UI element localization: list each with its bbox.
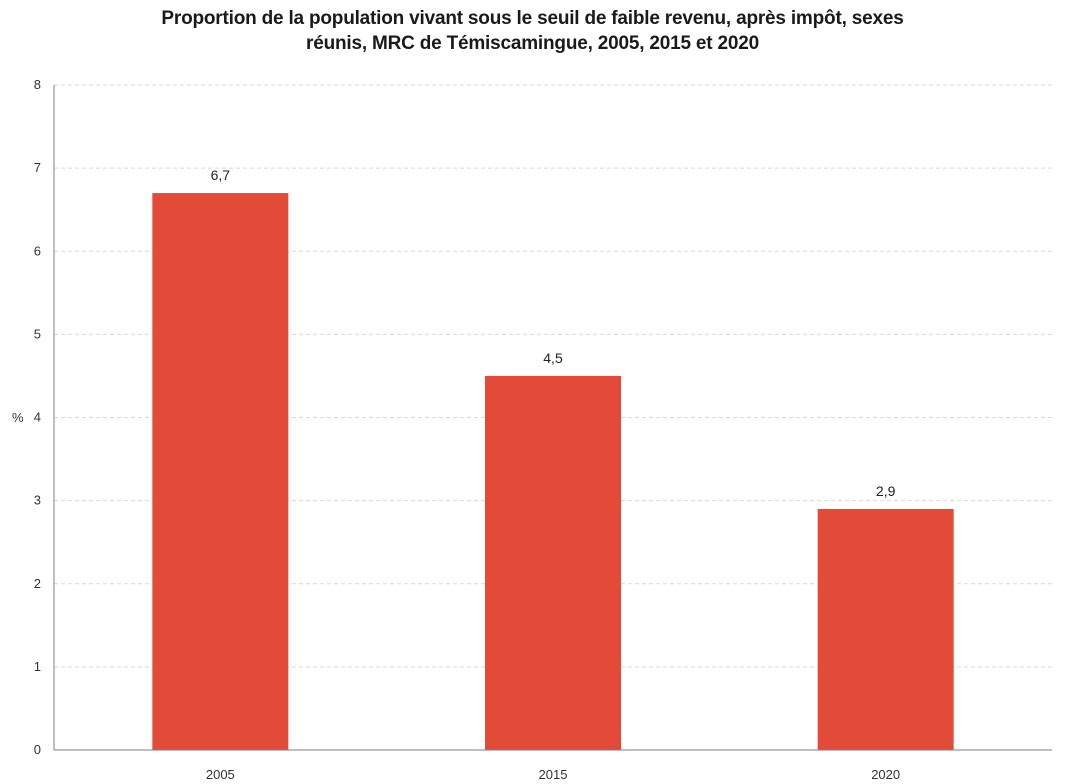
- data-label: 4,5: [543, 350, 563, 366]
- y-tick-label: 4: [34, 410, 41, 425]
- bar-2020: [817, 508, 954, 750]
- x-axis: 2005 2015 2020: [54, 749, 1052, 782]
- y-tick-label: 3: [34, 493, 41, 508]
- y-tick-label: 2: [34, 576, 41, 591]
- bar-2015: [485, 375, 621, 750]
- chart-title-line-1: Proportion de la population vivant sous …: [161, 8, 904, 29]
- bar-2005: [152, 193, 289, 750]
- y-axis-title: %: [12, 410, 24, 425]
- y-tick-label: 1: [34, 659, 41, 674]
- bars: [152, 193, 954, 750]
- y-tick-label: 5: [34, 326, 41, 341]
- y-axis: 0 1 2 3 4 5 6 7 8: [34, 77, 55, 757]
- y-tick-label: 7: [34, 160, 41, 175]
- x-tick-label: 2005: [206, 767, 235, 782]
- data-labels: 6,7 4,5 2,9: [211, 167, 896, 499]
- y-tick-label: 6: [34, 243, 41, 258]
- y-tick-label: 0: [34, 742, 41, 757]
- chart-title-line-2: réunis, MRC de Témiscamingue, 2005, 2015…: [306, 33, 759, 54]
- data-label: 6,7: [211, 167, 231, 183]
- chart-title: Proportion de la population vivant sous …: [0, 6, 1065, 56]
- y-tick-label: 8: [34, 77, 41, 92]
- x-tick-label: 2015: [539, 767, 568, 782]
- data-label: 2,9: [876, 483, 896, 499]
- x-tick-label: 2020: [871, 767, 900, 782]
